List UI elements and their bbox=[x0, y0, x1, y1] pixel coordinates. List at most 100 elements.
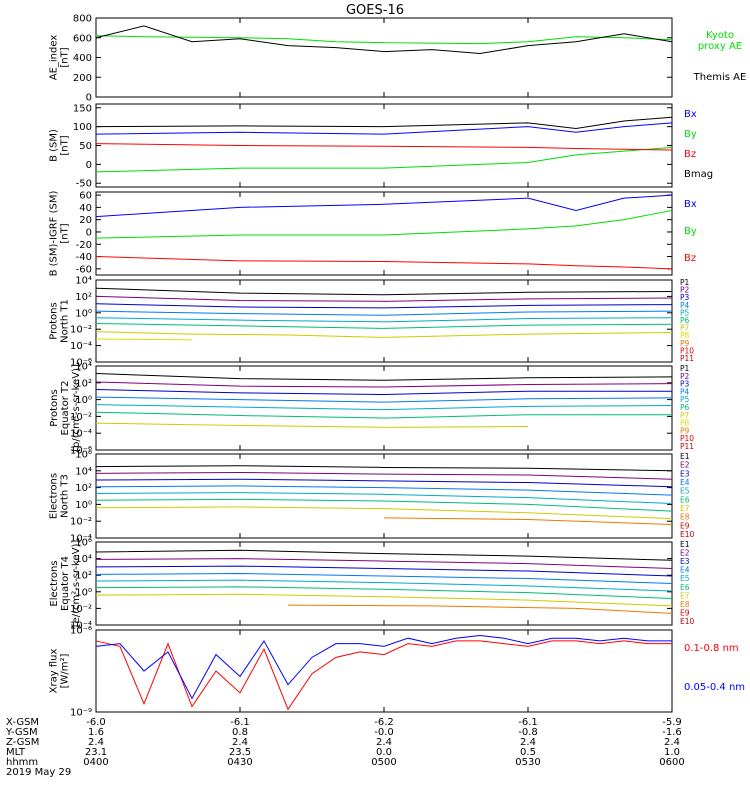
series-line-e6 bbox=[95, 498, 673, 512]
y-axis-label: [nT] bbox=[60, 223, 71, 243]
y-tick-label: -40 bbox=[76, 252, 92, 263]
panel-frame bbox=[95, 453, 673, 539]
legend-e2: E2 bbox=[680, 549, 690, 558]
series-line-e5 bbox=[95, 579, 673, 592]
y-tick-label: 10⁴ bbox=[75, 466, 92, 477]
y-axis-label: Equator T2 bbox=[60, 381, 71, 436]
legend-e5: E5 bbox=[680, 487, 690, 496]
y-tick-label: 10² bbox=[75, 483, 92, 494]
legend-bx: Bx bbox=[684, 109, 697, 120]
y-axis-label: Protons bbox=[49, 389, 60, 426]
legend-e1: E1 bbox=[680, 540, 690, 549]
legend-p7: P7 bbox=[680, 324, 690, 333]
y-tick-label: -50 bbox=[76, 179, 92, 190]
y-tick-label: 60 bbox=[79, 191, 92, 202]
legend-p10: P10 bbox=[680, 434, 694, 443]
series-line-e6 bbox=[95, 586, 673, 599]
y-tick-label: 0 bbox=[86, 160, 92, 171]
date-label: 2019 May 29 bbox=[6, 767, 71, 778]
series-line-p7 bbox=[95, 331, 673, 338]
y-axis-label: Equator T4 bbox=[60, 556, 71, 611]
series-line-p1 bbox=[95, 373, 673, 381]
y-axis-label: Electrons bbox=[49, 560, 60, 606]
y-axis-label: [p/(cm²-s-sr-keV)] bbox=[71, 364, 82, 452]
row-value: -6.1 bbox=[518, 717, 538, 728]
row-label-hhmm: hhmm bbox=[6, 757, 38, 768]
y-axis-label: [nT] bbox=[60, 135, 71, 155]
legend-p1: P1 bbox=[680, 278, 690, 287]
series-line-0-05-0-4-nm bbox=[95, 634, 672, 700]
legend-kyoto: proxy AE bbox=[698, 41, 742, 52]
legend-p11: P11 bbox=[680, 442, 694, 451]
y-tick-label: 10⁴ bbox=[75, 554, 92, 565]
series-line-p3 bbox=[95, 303, 673, 309]
legend-p6: P6 bbox=[680, 316, 690, 325]
series-line-bmag bbox=[95, 116, 673, 130]
row-value: 2.4 bbox=[376, 737, 392, 748]
row-label-x-gsm: X-GSM bbox=[6, 717, 39, 728]
y-axis-label: Protons bbox=[49, 302, 60, 339]
legend-p3: P3 bbox=[680, 293, 690, 302]
legend-p5: P5 bbox=[680, 308, 690, 317]
y-axis-label: [e/(cm²-s-sr-keV)] bbox=[71, 540, 82, 628]
panel-frame bbox=[95, 17, 673, 98]
legend-by: By bbox=[684, 226, 697, 237]
legend-e4: E4 bbox=[680, 478, 690, 487]
panel-protons-t1: 10⁴ 10² 10⁰ 10⁻² 10⁻⁴ 10⁻⁶ Protons North T1 P1P2… bbox=[49, 276, 695, 369]
row-value: 0530 bbox=[515, 757, 540, 768]
series-line-bx bbox=[95, 122, 673, 135]
legend-p8: P8 bbox=[680, 419, 690, 428]
y-tick-label: 10⁰ bbox=[75, 395, 92, 406]
y-tick-label: 10⁻⁴ bbox=[70, 621, 92, 632]
panel-frame bbox=[95, 365, 673, 451]
series-line-p4 bbox=[95, 310, 673, 316]
y-axis-label: Xray flux bbox=[49, 649, 60, 694]
legend-p4: P4 bbox=[680, 301, 690, 310]
legend-p4: P4 bbox=[680, 387, 690, 396]
legend-p9: P9 bbox=[680, 426, 690, 435]
y-tick-label: 20 bbox=[79, 215, 92, 226]
legend-e6: E6 bbox=[680, 495, 690, 504]
y-axis-label: B (SM) bbox=[49, 129, 60, 162]
y-axis-label: [W/m²] bbox=[60, 653, 71, 688]
y-tick-label: -20 bbox=[76, 240, 92, 251]
y-axis-label: AE_index bbox=[49, 35, 60, 81]
legend-p7: P7 bbox=[680, 411, 690, 420]
series-line-0-1-0-8-nm bbox=[95, 640, 672, 711]
row-label-mlt: MLT bbox=[6, 747, 26, 758]
row-value: 0.8 bbox=[232, 727, 248, 738]
y-tick-label: 10⁻⁹ bbox=[70, 708, 92, 719]
legend-bz: Bz bbox=[684, 253, 696, 264]
row-value: 0500 bbox=[371, 757, 396, 768]
row-value: 2.4 bbox=[88, 737, 104, 748]
y-tick-label: 10⁻⁴ bbox=[70, 429, 92, 440]
series-line-by bbox=[95, 146, 673, 173]
row-value: -6.2 bbox=[374, 717, 394, 728]
panel-bsm: 150 100 50 0 -50 B (SM) [nT] Bx By Bz Bmag bbox=[49, 103, 714, 189]
y-axis-label: North T1 bbox=[60, 299, 71, 343]
series-line-p8 bbox=[95, 338, 193, 341]
y-tick-label: -60 bbox=[76, 264, 92, 275]
series-line-p7 bbox=[95, 422, 529, 428]
row-value: 2.4 bbox=[664, 737, 680, 748]
legend-short-channel: 0.05-0.4 nm bbox=[684, 682, 745, 693]
legend-e5: E5 bbox=[680, 574, 690, 583]
series-line-e8 bbox=[287, 604, 673, 614]
series-line-p5 bbox=[95, 317, 673, 323]
y-tick-label: 50 bbox=[79, 141, 92, 152]
y-tick-label: 150 bbox=[73, 103, 92, 114]
panel-protons-t2: 10⁴ 10² 10⁰ 10⁻² 10⁻⁴ 10⁻⁶ Protons Equator T2 [p… bbox=[49, 362, 694, 457]
y-tick-label: 10⁰ bbox=[75, 587, 92, 598]
series-line-p5 bbox=[95, 404, 673, 411]
row-value: 1.6 bbox=[88, 727, 104, 738]
y-tick-label: 10⁻² bbox=[70, 517, 92, 528]
series-line-e1 bbox=[95, 465, 673, 472]
row-value: 23.5 bbox=[229, 747, 251, 758]
legend-e8: E8 bbox=[680, 600, 690, 609]
series-line-p2 bbox=[95, 295, 673, 302]
series-line-e2 bbox=[95, 471, 673, 480]
panel-electrons-t4: 10⁶ 10⁴ 10² 10⁰ 10⁻² 10⁻⁴ Electrons Equator T4[… bbox=[49, 538, 695, 632]
